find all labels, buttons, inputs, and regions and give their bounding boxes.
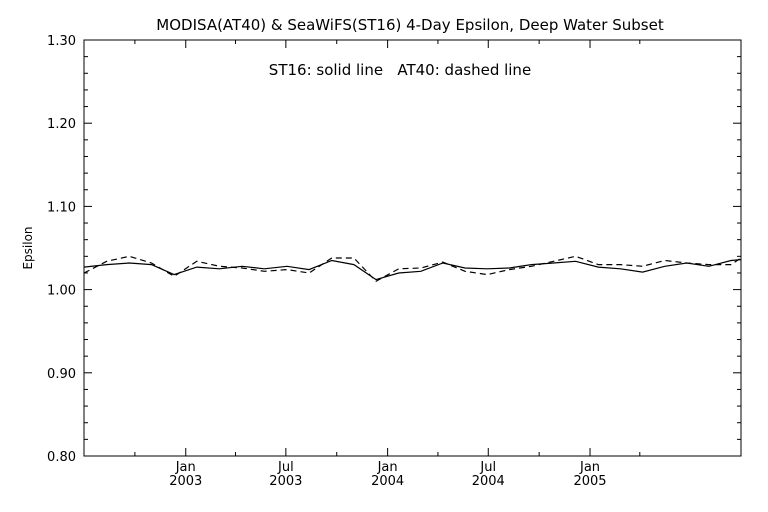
y-tick-label-3: 1.10 [47, 200, 76, 215]
y-tick-label-2: 1.00 [47, 284, 76, 299]
y-tick-label-4: 1.20 [47, 117, 76, 132]
x-tick-year-label-3: 2004 [472, 474, 505, 489]
y-tick-label-5: 1.30 [47, 34, 76, 49]
x-tick-month-label-3: Jul [479, 460, 496, 475]
x-tick-year-label-2: 2004 [371, 474, 404, 489]
series-line-st16 [83, 259, 742, 281]
x-tick-month-label-4: Jan [579, 460, 600, 475]
x-tick-year-label-0: 2003 [169, 474, 202, 489]
axis-ticks: 0.800.901.001.101.201.30Jan2003Jul2003Ja… [47, 34, 741, 489]
x-tick-month-label-1: Jul [277, 460, 294, 475]
x-tick-year-label-1: 2003 [269, 474, 302, 489]
plot-frame [83, 39, 742, 457]
line-style-legend-annotation: ST16: solid line AT40: dashed line [269, 61, 531, 79]
y-tick-label-0: 0.80 [47, 450, 76, 465]
x-tick-month-label-0: Jan [175, 460, 196, 475]
y-tick-label-1: 0.90 [47, 367, 76, 382]
data-series [83, 255, 742, 283]
series-line-at40 [83, 255, 742, 283]
x-tick-year-label-4: 2005 [573, 474, 606, 489]
y-axis-label: Epsilon [21, 226, 35, 269]
chart-title: MODISA(AT40) & SeaWiFS(ST16) 4-Day Epsil… [156, 16, 664, 34]
x-tick-month-label-2: Jan [377, 460, 398, 475]
